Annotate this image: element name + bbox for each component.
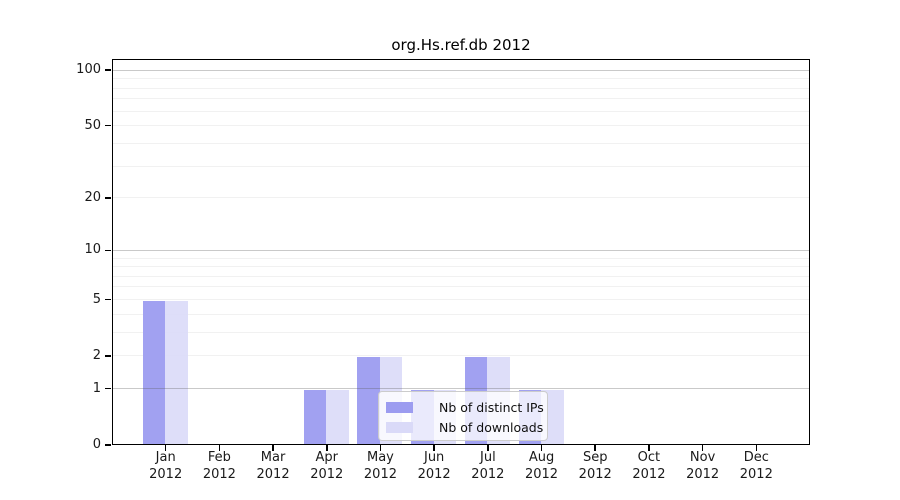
x-tick-label: Nov 2012 — [668, 449, 738, 483]
x-tick-month: Feb — [207, 450, 231, 465]
legend-swatch-downloads — [386, 421, 413, 433]
x-tick-month: Jul — [480, 450, 496, 465]
y-tick-label: 10 — [84, 242, 101, 258]
x-tick-mark — [648, 445, 650, 451]
x-tick-year: 2012 — [578, 467, 612, 482]
gridline-major — [113, 69, 809, 71]
x-tick-month: May — [367, 450, 394, 465]
y-tick-mark — [105, 444, 111, 446]
y-tick-label: 100 — [76, 62, 101, 78]
gridline-minor — [113, 142, 809, 144]
x-tick-year: 2012 — [363, 467, 397, 482]
legend-label-downloads: Nb of downloads — [439, 419, 544, 435]
x-tick-month: Nov — [689, 450, 716, 465]
x-tick-month: Dec — [743, 450, 769, 465]
y-tick-mark — [105, 355, 111, 357]
y-tick-mark — [105, 69, 111, 71]
x-tick-label: Sep 2012 — [560, 449, 630, 483]
x-tick-year: 2012 — [739, 467, 773, 482]
y-tick-label: 50 — [84, 117, 101, 133]
x-tick-year: 2012 — [256, 467, 290, 482]
x-tick-label: Jul 2012 — [453, 449, 523, 483]
y-tick-label: 5 — [92, 291, 101, 307]
x-tick-mark — [379, 445, 382, 451]
gridline-minor — [113, 331, 809, 333]
x-tick-month: Jan — [155, 450, 176, 465]
x-tick-year: 2012 — [471, 467, 505, 482]
x-tick-label: Feb 2012 — [184, 449, 254, 483]
x-tick-mark — [272, 445, 274, 451]
legend-swatch-distinct-ips — [386, 401, 413, 413]
x-tick-year: 2012 — [149, 467, 183, 482]
x-tick-label: Mar 2012 — [238, 449, 308, 483]
legend-label-distinct-ips: Nb of distinct IPs — [439, 399, 544, 415]
x-tick-label: Jun 2012 — [399, 449, 469, 483]
gridline-minor — [113, 313, 809, 315]
bar-distinct-ips — [303, 389, 327, 445]
gridline-minor — [113, 266, 809, 268]
bar-distinct-ips — [142, 300, 166, 445]
x-tick-year: 2012 — [417, 467, 451, 482]
x-tick-year: 2012 — [202, 467, 236, 482]
x-tick-mark — [540, 445, 543, 451]
x-tick-mark — [594, 445, 596, 451]
x-tick-month: Aug — [528, 450, 555, 465]
gridline-minor — [113, 275, 809, 277]
chart-title: org.Hs.ref.db 2012 — [391, 36, 531, 54]
y-tick-label: 0 — [92, 437, 101, 452]
gridline-minor — [113, 299, 809, 300]
x-tick-label: Jan 2012 — [131, 449, 201, 483]
x-tick-label: May 2012 — [345, 449, 415, 483]
x-tick-mark — [326, 445, 328, 451]
gridline-minor — [113, 165, 809, 167]
x-tick-mark — [433, 445, 435, 451]
x-tick-mark — [701, 445, 704, 451]
x-tick-mark — [755, 445, 758, 451]
gridline-major — [113, 249, 809, 251]
x-tick-month: Oct — [637, 450, 661, 465]
x-tick-label: Aug 2012 — [507, 449, 577, 483]
x-tick-label: Dec 2012 — [721, 449, 791, 483]
gridline-minor — [113, 286, 809, 288]
x-tick-month: Mar — [260, 450, 286, 465]
gridline-minor — [113, 78, 809, 80]
gridline-major — [113, 388, 809, 390]
x-tick-mark — [487, 445, 489, 451]
x-tick-month: Sep — [582, 450, 608, 465]
x-tick-year: 2012 — [632, 467, 666, 482]
y-tick-mark — [105, 298, 111, 301]
bar-downloads — [326, 389, 349, 445]
gridline-minor — [113, 257, 809, 259]
gridline-minor — [113, 98, 809, 100]
x-tick-month: Apr — [315, 450, 339, 465]
y-tick-label: 1 — [92, 380, 101, 396]
x-tick-mark — [218, 445, 221, 451]
gridline-minor — [113, 355, 809, 357]
x-tick-year: 2012 — [686, 467, 720, 482]
y-tick-label: 20 — [84, 189, 101, 205]
gridline-minor — [113, 110, 809, 112]
plot-area — [112, 59, 810, 445]
y-tick-mark — [105, 124, 111, 127]
bar-downloads — [165, 300, 188, 445]
x-tick-label: Oct 2012 — [614, 449, 684, 483]
legend-entry-distinct-ips: Nb of distinct IPs — [386, 397, 544, 417]
gridline-minor — [113, 87, 809, 89]
x-tick-month: Jun — [423, 450, 445, 465]
x-tick-label: Apr 2012 — [292, 449, 362, 483]
x-tick-year: 2012 — [310, 467, 344, 482]
y-tick-mark — [105, 249, 111, 252]
x-tick-mark — [164, 445, 167, 451]
x-tick-year: 2012 — [524, 467, 559, 482]
gridline-minor — [113, 125, 809, 127]
y-tick-label: 2 — [92, 347, 101, 363]
y-tick-mark — [105, 197, 111, 199]
y-tick-mark — [105, 387, 111, 390]
legend-entry-downloads: Nb of downloads — [386, 417, 543, 437]
gridline-minor — [113, 197, 809, 199]
legend: Nb of distinct IPs Nb of downloads — [378, 391, 548, 441]
bar-distinct-ips — [357, 356, 380, 445]
